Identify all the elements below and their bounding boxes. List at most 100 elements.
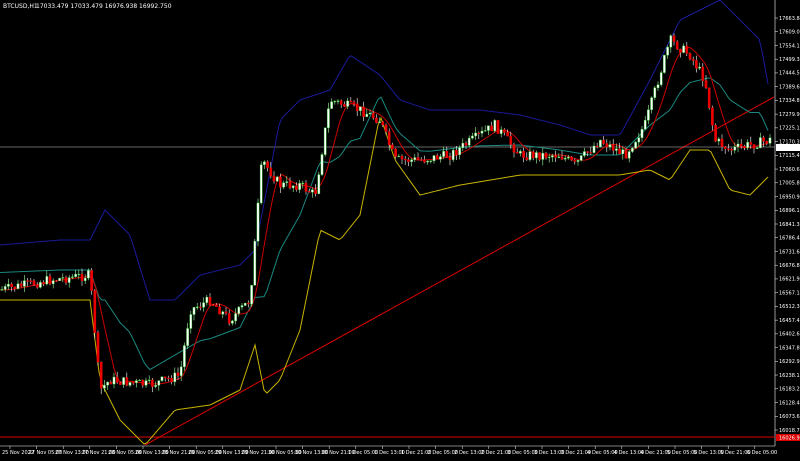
candle-body — [714, 124, 717, 142]
candle-body — [448, 157, 452, 160]
time-label: 25 Nov 2022 — [2, 450, 34, 456]
price-label: 16238.130 — [779, 373, 800, 379]
time-label: 1 Dec 13:00 — [374, 450, 404, 456]
candle-body — [576, 160, 580, 162]
candle-body — [720, 138, 724, 147]
time-label: 28 Nov 13:00 — [135, 450, 169, 456]
candle-body — [656, 84, 660, 89]
candle-body — [592, 145, 596, 153]
candle-body — [599, 139, 602, 148]
candle-body — [467, 137, 471, 146]
candle-body — [298, 183, 301, 190]
candle-body — [400, 155, 404, 160]
price-label: 17554.170 — [779, 43, 800, 49]
candle-body — [525, 157, 529, 160]
candle-body — [144, 380, 148, 386]
candle-body — [234, 313, 237, 322]
ohlc: 17033.479 17033.479 16976.938 16992.750 — [36, 3, 172, 10]
plot-area — [0, 0, 775, 446]
candle-body — [71, 276, 74, 278]
candle-body — [48, 276, 52, 285]
candle-body — [471, 135, 474, 139]
price-label: 16676.810 — [779, 263, 800, 269]
price-label: 16786.480 — [779, 236, 800, 242]
time-label: 30 Nov 05:00 — [268, 450, 302, 456]
candle-body — [749, 142, 753, 145]
time-label: 29 Nov 21:00 — [241, 450, 275, 456]
candle-body — [563, 157, 567, 160]
candle-body — [515, 152, 519, 154]
candle-body — [618, 148, 621, 155]
candle-body — [503, 129, 506, 133]
candle-body — [202, 302, 205, 308]
candle-body — [163, 376, 167, 379]
candle-body — [541, 152, 545, 160]
candle-body — [669, 35, 673, 48]
candle-body — [355, 103, 359, 111]
candle-body — [551, 155, 554, 158]
candle-body — [282, 182, 285, 188]
candle-body — [93, 290, 97, 333]
candle-body — [23, 280, 26, 287]
price-label: 16896.150 — [779, 208, 800, 214]
candle-body — [64, 277, 68, 283]
candle-body — [439, 156, 442, 160]
candle-body — [480, 130, 484, 134]
candle-body — [605, 143, 609, 148]
candle-body — [711, 107, 714, 126]
candle-body — [643, 120, 647, 130]
price-label: 17005.820 — [779, 181, 800, 187]
candle-body — [125, 377, 129, 386]
price-label: 16128.460 — [779, 400, 800, 406]
price-label: 17444.500 — [779, 71, 800, 77]
candle-body — [512, 144, 516, 153]
time-label: 30 Nov 21:00 — [321, 450, 355, 456]
candle-body — [407, 159, 410, 162]
candle-body — [496, 120, 500, 134]
price-label: 16402.635 — [779, 332, 800, 338]
time-label: 1 Dec 05:00 — [348, 450, 378, 456]
candle-body — [768, 137, 772, 144]
candle-body — [109, 381, 113, 385]
candle-body — [55, 280, 58, 282]
candle-body — [675, 41, 679, 50]
price-label: 17115.490 — [779, 153, 800, 159]
candle-body — [547, 156, 551, 159]
candle-body — [179, 366, 183, 376]
candle-body — [727, 148, 730, 150]
candle-body — [752, 144, 756, 149]
symbol: BTCUSD,H1 — [3, 3, 38, 10]
line-price-label: 16026.990 — [779, 436, 800, 442]
candle-body — [10, 283, 13, 287]
candle-body — [266, 161, 269, 168]
candle-body — [544, 152, 548, 158]
candle-body — [634, 141, 637, 149]
candle-body — [218, 306, 221, 315]
time-label: 27 Nov 21:00 — [82, 450, 116, 456]
candle-body — [679, 48, 682, 53]
candle-body — [419, 159, 423, 161]
candle-body — [432, 155, 436, 161]
candle-body — [96, 332, 100, 363]
candle-body — [131, 382, 135, 384]
time-label: 3 Dec 13:00 — [534, 450, 564, 456]
price-label: 17663.840 — [779, 16, 800, 22]
time-label: 3 Dec 21:00 — [561, 450, 591, 456]
candle-body — [67, 277, 71, 283]
candle-body — [682, 45, 685, 53]
candle-body — [301, 182, 305, 185]
candle-body — [339, 100, 343, 105]
candle-body — [13, 286, 17, 289]
candle-body — [45, 276, 49, 285]
candle-body — [362, 106, 365, 117]
candle-body — [176, 372, 180, 376]
candle-body — [141, 379, 145, 386]
candle-body — [314, 189, 317, 194]
price-label: 17334.830 — [779, 98, 800, 104]
candle-body — [743, 146, 746, 148]
price-label: 16292.965 — [779, 359, 800, 365]
candle-body — [663, 55, 666, 73]
candle-body — [227, 313, 231, 324]
candle-body — [499, 129, 503, 134]
candle-body — [579, 155, 583, 161]
